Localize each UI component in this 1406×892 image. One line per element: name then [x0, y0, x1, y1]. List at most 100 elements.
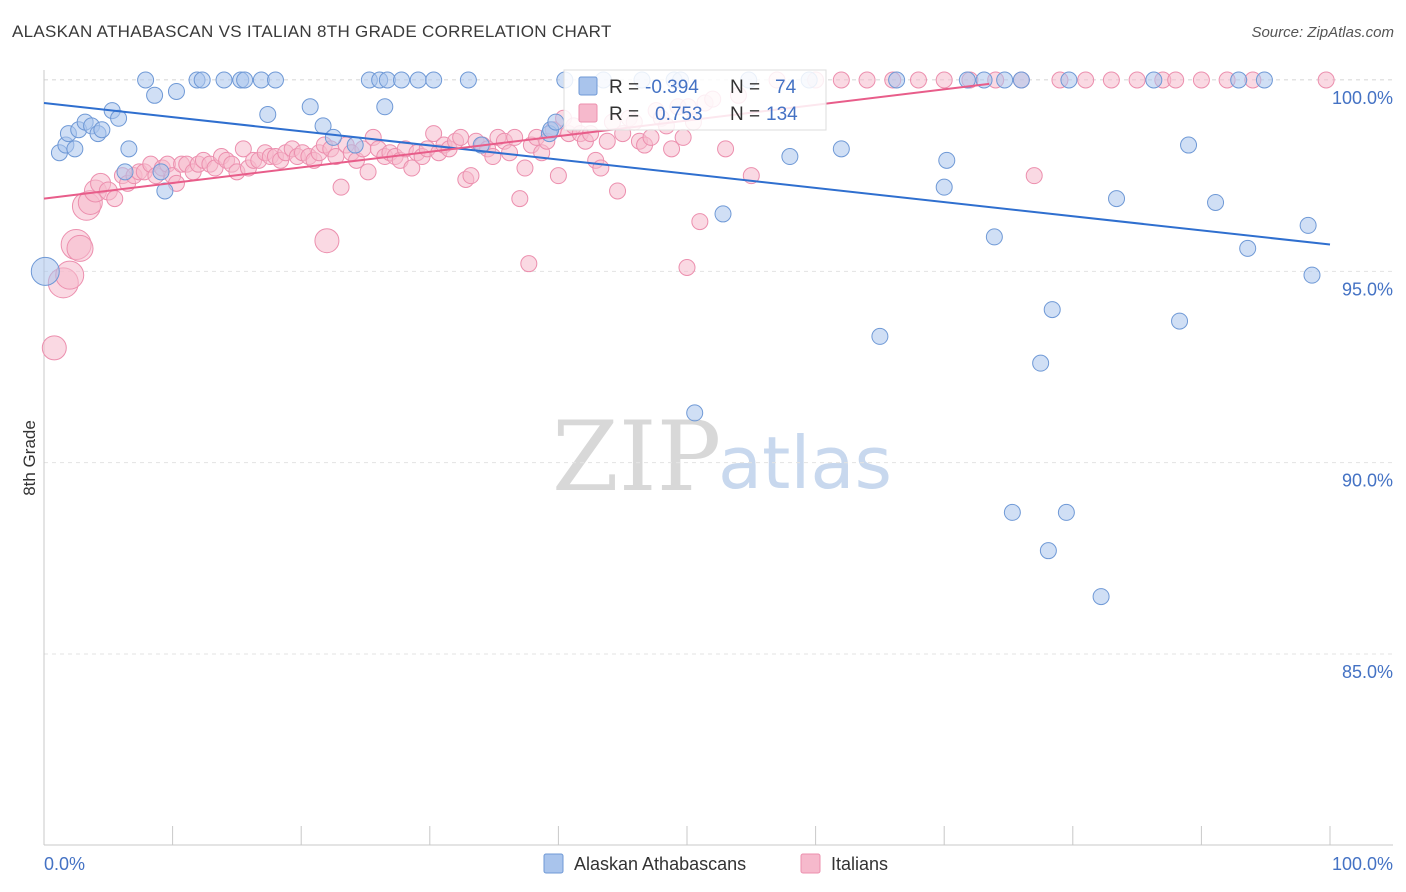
data-point [714, 205, 732, 223]
data-point [346, 136, 364, 154]
data-point [1207, 193, 1225, 211]
data-point [1060, 71, 1078, 89]
data-point [1092, 588, 1110, 606]
data-point [985, 228, 1003, 246]
data-point [425, 71, 443, 89]
trendlines [43, 82, 1331, 246]
legend-pink-swatch-icon [800, 853, 821, 874]
data-point [935, 178, 953, 196]
data-point [425, 125, 443, 143]
data-point [1180, 136, 1198, 154]
data-point [409, 71, 427, 89]
alaskan-athabascans-trendline [43, 101, 1331, 246]
pink-swatch-icon [578, 103, 598, 123]
data-point [234, 140, 252, 158]
data-point [1039, 542, 1057, 560]
legend-label-alaskan-athabascans: Alaskan Athabascans [574, 854, 746, 874]
data-point [314, 228, 340, 254]
data-point [1171, 312, 1189, 330]
italians-trendline [43, 82, 990, 200]
data-point [55, 260, 85, 290]
data-point [66, 234, 94, 262]
data-point [1303, 266, 1321, 284]
data-point [1043, 301, 1061, 319]
data-point [674, 128, 692, 146]
data-point [1255, 71, 1273, 89]
data-point [106, 190, 124, 208]
blue-n-label: N = [730, 77, 760, 98]
chart-title: ALASKAN ATHABASCAN VS ITALIAN 8TH GRADE … [12, 22, 612, 41]
x-axis-ticks [43, 826, 1331, 845]
data-point [1167, 71, 1185, 89]
data-point [324, 128, 342, 146]
data-point [1317, 71, 1335, 89]
data-point [1077, 71, 1095, 89]
data-point [1057, 503, 1075, 521]
blue-n-value: 74 [775, 77, 797, 98]
data-point [266, 71, 284, 89]
data-point [1299, 216, 1317, 234]
stats-legend-box: R = -0.394 N = 74 R = 0.753 N = 134 [563, 69, 827, 131]
data-point [781, 148, 799, 166]
data-point [252, 71, 270, 89]
data-point [511, 190, 529, 208]
data-point [193, 71, 211, 89]
data-point [30, 256, 60, 286]
data-point [137, 71, 155, 89]
data-point [1102, 71, 1120, 89]
data-point [120, 140, 138, 158]
data-point [832, 71, 850, 89]
data-point [888, 71, 906, 89]
y-tick-label: 85.0% [1342, 662, 1393, 682]
source-attribution: Source: ZipAtlas.com [1251, 24, 1394, 41]
data-point [1025, 167, 1043, 185]
data-point [301, 98, 319, 116]
data-point [717, 140, 735, 158]
stats-box-frame [563, 69, 827, 131]
data-point [1239, 239, 1257, 257]
data-point [403, 159, 421, 177]
pink-r-label: R = [609, 104, 639, 125]
axes [43, 70, 1393, 846]
data-point [93, 121, 111, 139]
data-point [259, 105, 277, 123]
pink-n-label: N = [730, 104, 760, 125]
data-point [152, 163, 170, 181]
watermark: ZIP atlas [552, 401, 892, 513]
y-tick-label: 100.0% [1332, 88, 1393, 108]
data-point [167, 82, 185, 100]
blue-r-label: R = [609, 77, 639, 98]
alaskan-athabascans-points [30, 71, 1321, 606]
data-point [609, 182, 627, 200]
data-point [832, 140, 850, 158]
data-point [1003, 503, 1021, 521]
pink-n-value: 134 [766, 104, 798, 125]
legend-label-italians: Italians [831, 854, 888, 874]
bottom-legend: Alaskan Athabascans Italians [543, 853, 888, 874]
data-point [452, 128, 470, 146]
data-point [520, 255, 538, 273]
x-tick-label-max: 100.0% [1332, 854, 1393, 874]
data-point [215, 71, 233, 89]
data-point [359, 163, 377, 181]
data-point [332, 178, 350, 196]
data-point [691, 213, 709, 231]
data-point [958, 71, 976, 89]
y-axis-title: 8th Grade [20, 420, 39, 496]
data-point [547, 113, 565, 131]
data-point [1192, 71, 1210, 89]
y-tick-label: 90.0% [1342, 471, 1393, 491]
data-point [378, 71, 396, 89]
data-point [686, 404, 704, 422]
data-point [996, 71, 1014, 89]
data-point [592, 159, 610, 177]
data-point [41, 335, 67, 361]
x-tick-label-min: 0.0% [44, 854, 85, 874]
data-point [1230, 71, 1248, 89]
data-point [462, 167, 480, 185]
blue-swatch-icon [578, 76, 598, 96]
data-point [1145, 71, 1163, 89]
data-point [1128, 71, 1146, 89]
data-point [66, 140, 84, 158]
